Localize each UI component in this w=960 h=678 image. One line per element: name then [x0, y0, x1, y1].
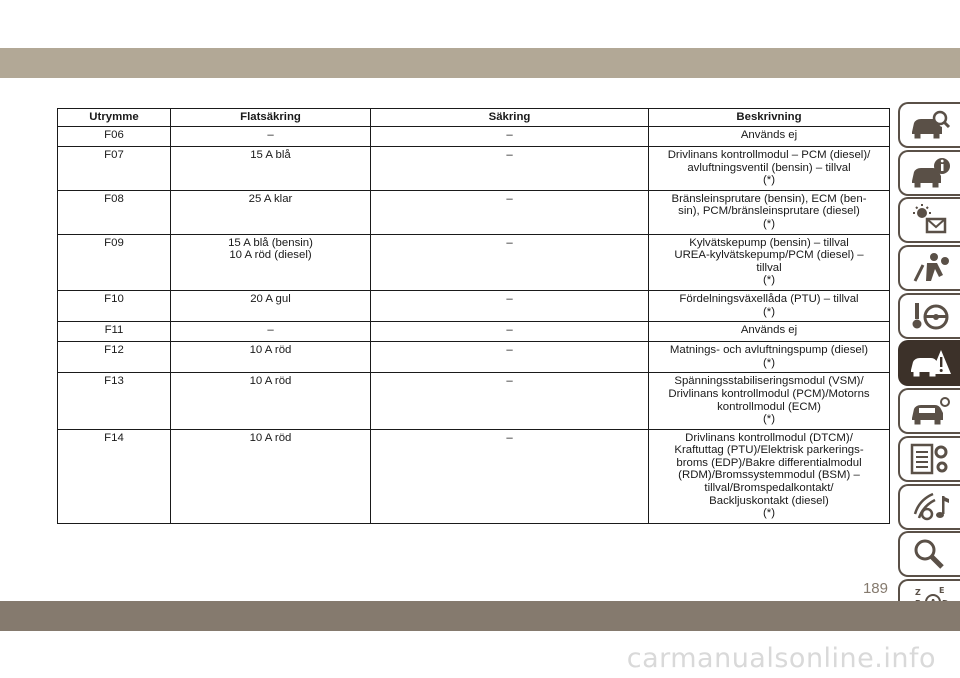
cell-beskrivning: Fördelningsväxellåda (PTU) – tillval (*) [648, 289, 890, 323]
cell-utrymme: F07 [57, 146, 171, 191]
search-index-icon [914, 539, 944, 569]
cell-beskrivning: Matnings- och avluftningspump (diesel) (… [648, 341, 890, 374]
cell-beskrivning: Används ej [648, 321, 890, 343]
header-band [0, 48, 960, 78]
warning-lights-message-icon [913, 204, 947, 234]
cell-sakring: – [370, 189, 649, 235]
cell-flatsakring: – [170, 321, 371, 343]
watermark: carmanualsonline.info [626, 643, 936, 674]
car-warning-icon [911, 350, 951, 377]
specifications-gears-icon [910, 443, 948, 475]
car-magnifier-icon [912, 110, 951, 139]
cell-flatsakring: 10 A röd [170, 341, 371, 374]
cell-utrymme: F13 [57, 372, 171, 430]
cell-utrymme: F06 [57, 126, 171, 147]
svg-text:Z: Z [915, 588, 921, 597]
cell-beskrivning: Drivlinans kontrollmodul (DTCM)/ Kraftut… [648, 428, 890, 524]
cell-sakring: – [370, 428, 649, 524]
svg-text:E: E [939, 586, 944, 595]
tab-seat-airbag[interactable] [898, 245, 960, 292]
tab-specifications-gears[interactable] [898, 435, 960, 482]
key-steering-wheel-icon [912, 302, 949, 330]
cell-beskrivning: Kylvätskepump (bensin) – tillval UREA-ky… [648, 233, 890, 291]
cell-flatsakring: 15 A blå [170, 146, 371, 191]
cell-flatsakring: 15 A blå (bensin) 10 A röd (diesel) [170, 233, 371, 291]
footer-band [0, 601, 960, 631]
cell-utrymme: F10 [57, 289, 171, 323]
column-header-sakring: Säkring [370, 108, 649, 127]
cell-beskrivning: Drivlinans kontrollmodul – PCM (diesel)/… [648, 146, 890, 191]
table-row: F07 15 A blå – Drivlinans kontrollmodul – P… [57, 146, 890, 191]
tab-warning-lights-message[interactable] [898, 197, 960, 244]
column-header-utrymme: Utrymme [57, 108, 171, 127]
table-body: F06– – Används ej F07 15 A blå – Drivlinans ko… [57, 126, 890, 524]
table-row: F13 10 A röd – Spänningsstabiliseringsmodul… [57, 372, 890, 430]
fuse-table: Utrymme Flatsäkring Säkring Beskrivning … [57, 108, 890, 524]
cell-utrymme: F12 [57, 341, 171, 374]
cell-flatsakring: – [170, 126, 371, 147]
car-info-icon [912, 157, 950, 188]
cell-sakring: – [370, 321, 649, 343]
cell-utrymme: F14 [57, 428, 171, 524]
chapter-tabs: ZEA BDCT [898, 102, 960, 627]
table-row: F08 25 A klar – Bränsleinsprutare (bensin),… [57, 189, 890, 235]
cell-utrymme: F11 [57, 321, 171, 343]
cell-flatsakring: 10 A röd [170, 372, 371, 430]
table-row: F11– – Används ej [57, 321, 890, 343]
table-row: F12 10 A röd – Matnings- och avluftningspum… [57, 341, 890, 374]
seat-airbag-icon [913, 253, 949, 282]
cell-sakring: – [370, 233, 649, 291]
cell-sakring: – [370, 126, 649, 147]
table-row: F06– – Används ej [57, 126, 890, 147]
tab-car-service[interactable] [898, 388, 960, 435]
cell-flatsakring: 25 A klar [170, 189, 371, 235]
cell-beskrivning: Används ej [648, 126, 890, 147]
table-row: F14 10 A röd – Drivlinans kontrollmodul (DT… [57, 428, 890, 524]
cell-utrymme: F08 [57, 189, 171, 235]
tab-key-steering-wheel[interactable] [898, 292, 960, 339]
table-header-row: Utrymme Flatsäkring Säkring Beskrivning [57, 108, 890, 127]
car-service-icon [912, 397, 950, 425]
tab-multimedia-music[interactable] [898, 483, 960, 530]
table-row: F09 15 A blå (bensin) 10 A röd (diesel) – K… [57, 233, 890, 291]
cell-sakring: – [370, 372, 649, 430]
page-number: 189 [862, 580, 888, 597]
cell-beskrivning: Spänningsstabiliseringsmodul (VSM)/ Driv… [648, 372, 890, 430]
column-header-beskrivning: Beskrivning [648, 108, 890, 127]
tab-car-warning[interactable] [898, 340, 960, 387]
cell-beskrivning: Bränsleinsprutare (bensin), ECM (ben- si… [648, 189, 890, 235]
cell-utrymme: F09 [57, 233, 171, 291]
table-row: F10 20 A gul – Fördelningsväxellåda (PTU) –… [57, 289, 890, 323]
tab-search-index[interactable] [898, 531, 960, 578]
cell-flatsakring: 10 A röd [170, 428, 371, 524]
cell-sakring: – [370, 146, 649, 191]
column-header-flatsakring: Flatsäkring [170, 108, 371, 127]
tab-car-info[interactable] [898, 149, 960, 196]
tab-car-magnifier[interactable] [898, 102, 960, 148]
cell-sakring: – [370, 341, 649, 374]
cell-sakring: – [370, 289, 649, 323]
multimedia-music-icon [913, 492, 949, 520]
cell-flatsakring: 20 A gul [170, 289, 371, 323]
